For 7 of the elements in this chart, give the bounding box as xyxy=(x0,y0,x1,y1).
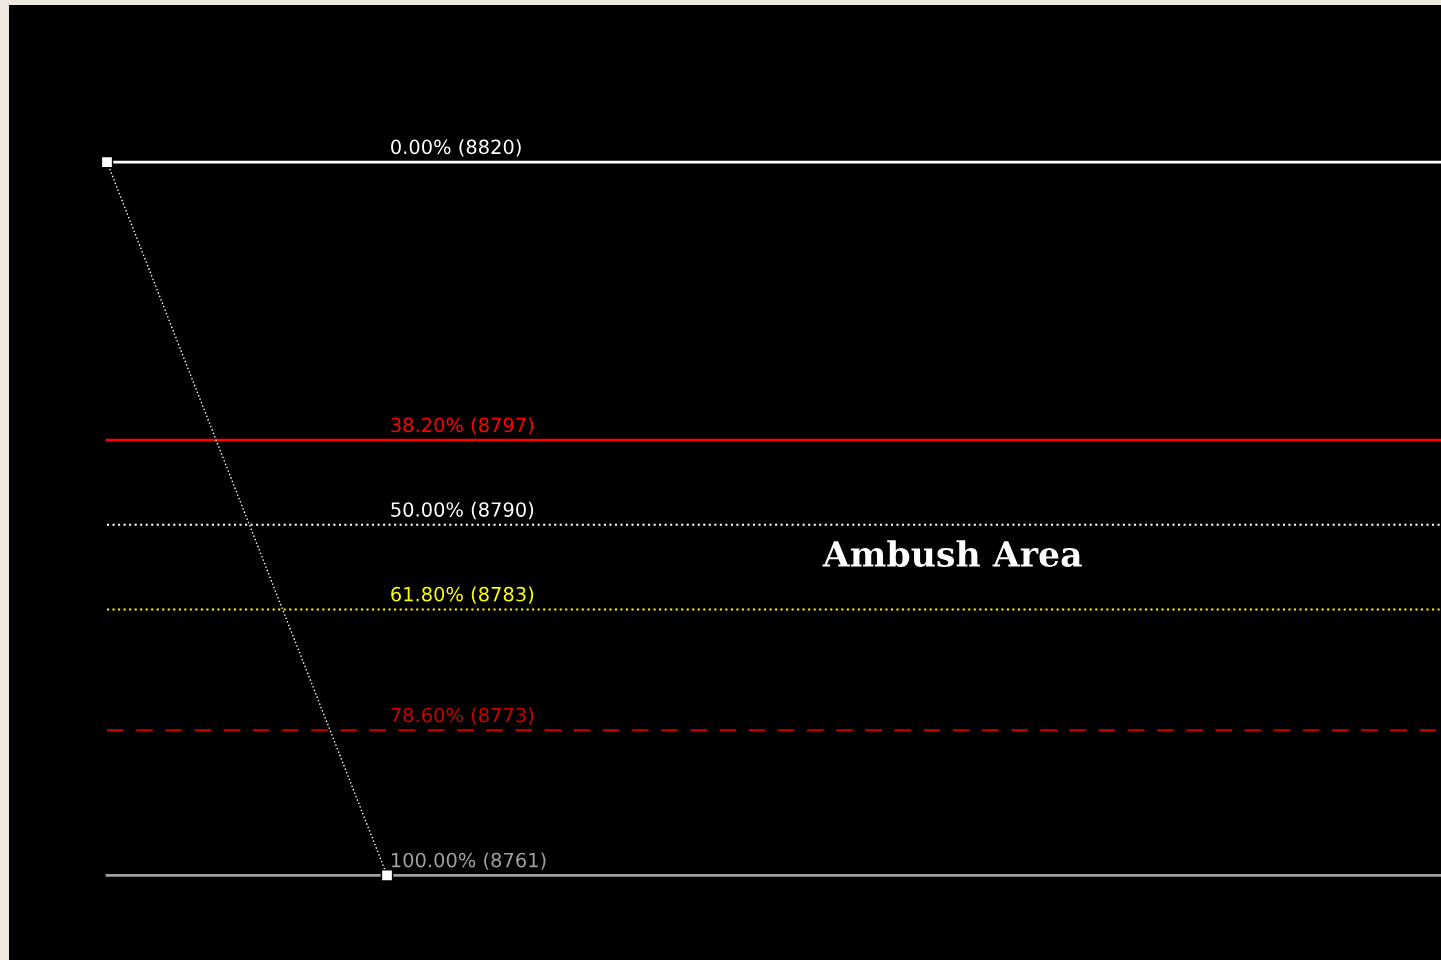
text: Ambush Area xyxy=(822,540,1082,568)
ref-line-label: 61.80% (8783) xyxy=(391,586,534,604)
ref-line-label: 38.20% (8797) xyxy=(391,417,534,435)
ref-line-label: 0.00% (8820) xyxy=(391,139,521,157)
ref-line-label: 78.60% (8773) xyxy=(391,707,534,725)
ref-line-label: 50.00% (8790) xyxy=(391,501,534,520)
ref-line-label: 100.00% (8761) xyxy=(391,852,546,870)
